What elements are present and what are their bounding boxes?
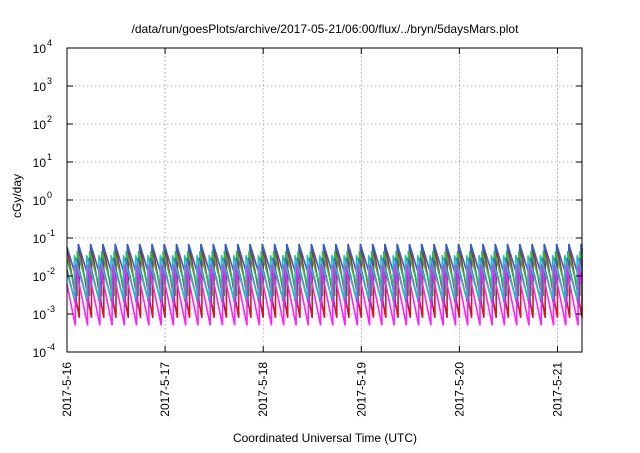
y-tick-label: 10 [33,270,47,284]
y-tick-exponent: -1 [47,228,55,238]
x-tick-label: 2017-5-20 [452,362,466,417]
y-tick-exponent: -3 [47,304,55,314]
series-line [66,255,583,300]
series-line [66,264,583,326]
y-tick-exponent: 0 [47,190,52,200]
y-tick-exponent: 1 [47,152,52,162]
series-group [66,243,583,326]
x-tick-label: 2017-5-21 [550,362,564,417]
y-tick-label: 10 [33,156,47,170]
y-tick-label: 10 [33,118,47,132]
y-tick-label: 10 [33,80,47,94]
y-tick-label: 10 [33,194,47,208]
x-ticks: 2017-5-16 2017-5-17 2017-5-18 2017-5-19 2017… [60,48,564,417]
y-tick-label: 10 [33,308,47,322]
x-axis-label: Coordinated Universal Time (UTC) [233,431,417,445]
y-tick-exponent: 3 [47,76,52,86]
y-tick-exponent: 4 [47,38,52,48]
x-tick-label: 2017-5-19 [354,362,368,417]
y-tick-label: 10 [33,346,47,360]
x-tick-label: 2017-5-16 [60,362,74,417]
y-tick-exponent: 2 [47,114,52,124]
y-tick-label: 10 [33,232,47,246]
y-tick-label: 10 [33,42,47,56]
chart-title: /data/run/goesPlots/archive/2017-05-21/0… [132,22,520,36]
x-tick-label: 2017-5-18 [256,362,270,417]
x-tick-label: 2017-5-17 [158,362,172,417]
y-tick-exponent: -2 [47,266,55,276]
y-axis-label: cGy/day [10,174,24,218]
y-tick-exponent: -4 [47,342,55,352]
